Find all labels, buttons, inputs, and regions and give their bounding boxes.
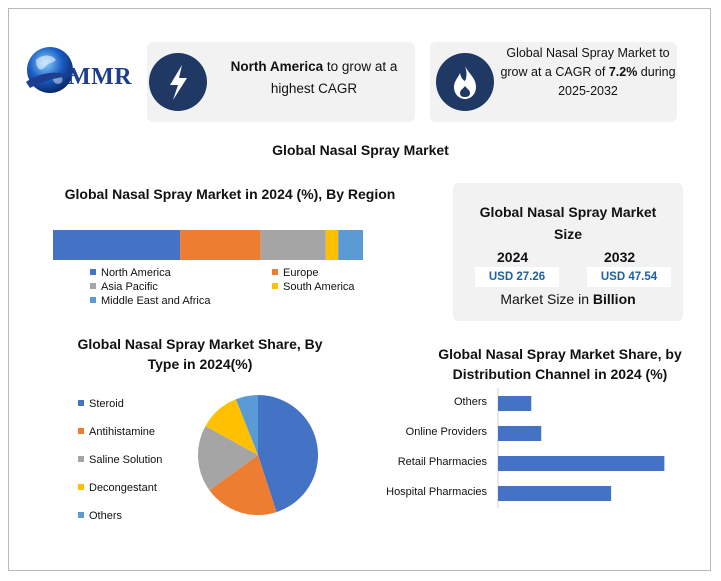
channel-label-online-providers: Online Providers	[405, 426, 487, 438]
legend-swatch	[78, 484, 84, 490]
region-legend-item-asia-pacific: Asia Pacific	[90, 281, 158, 293]
type-chart-title-line2: Type in 2024(%)	[147, 356, 253, 372]
market-size-unit-prefix: Market Size in	[500, 291, 593, 307]
page-title: Global Nasal Spray Market	[272, 142, 449, 158]
highlight-card-growth: Global Nasal Spray Market to grow at a C…	[430, 42, 677, 122]
type-legend-item-decongestant: Decongestant	[78, 482, 157, 494]
growth-line2-suffix: during	[637, 65, 676, 79]
channel-chart-title-line2: Distribution Channel in 2024 (%)	[452, 366, 668, 382]
market-size-title-line2: Size	[553, 226, 582, 242]
legend-swatch	[78, 456, 84, 462]
legend-swatch	[272, 269, 278, 275]
type-legend-item-saline-solution: Saline Solution	[78, 454, 162, 466]
legend-label: South America	[283, 281, 355, 293]
channel-bar-hospital-pharmacies	[498, 486, 612, 501]
channel-bar-retail-pharmacies	[498, 456, 665, 471]
highlight-card-cagr: North America to grow at a highest CAGR	[147, 42, 415, 122]
region-chart-title: Global Nasal Spray Market in 2024 (%), B…	[64, 186, 396, 202]
region-bar-segment-middle-east-and-africa	[338, 230, 363, 260]
channel-chart-title-line1: Global Nasal Spray Market Share, by	[438, 346, 682, 362]
globe-icon	[26, 47, 76, 93]
growth-card-text: Global Nasal Spray Market to grow at a C…	[500, 44, 676, 101]
pie-slice-antihistamine	[209, 455, 277, 515]
region-legend-item-south-america: South America	[272, 281, 355, 293]
legend-swatch	[90, 297, 96, 303]
legend-swatch	[90, 283, 96, 289]
legend-label: Others	[89, 510, 123, 522]
channel-chart-title: Global Nasal Spray Market Share, by Dist…	[415, 344, 705, 384]
legend-label: Europe	[283, 267, 319, 279]
growth-line3: 2025-2032	[558, 84, 618, 98]
market-size-title: Global Nasal Spray Market Size	[453, 201, 683, 245]
type-legend-item-antihistamine: Antihistamine	[78, 426, 155, 438]
region-bar-segment-europe	[180, 230, 261, 260]
legend-swatch	[78, 512, 84, 518]
channel-label-hospital-pharmacies: Hospital Pharmacies	[386, 486, 487, 498]
logo-text: MMR	[68, 64, 133, 90]
year-2032-label: 2032	[604, 249, 636, 265]
pie-slice-others	[235, 395, 258, 455]
channel-bar-chart	[497, 388, 665, 508]
mmr-logo: MMR	[22, 42, 134, 100]
pie-slice-decongestant	[205, 399, 258, 455]
channel-bar-online-providers	[498, 426, 542, 441]
region-bar-segment-north-america	[53, 230, 181, 260]
market-size-unit-bold: Billion	[592, 291, 636, 307]
legend-label: Asia Pacific	[101, 281, 158, 293]
flame-icon	[436, 53, 494, 111]
year-2024-label: 2024	[497, 249, 529, 265]
type-legend-item-steroid: Steroid	[78, 398, 124, 410]
legend-swatch	[272, 283, 278, 289]
legend-label: Antihistamine	[89, 426, 156, 438]
legend-label: Middle East and Africa	[101, 295, 211, 307]
legend-label: North America	[101, 267, 171, 279]
lightning-bolt-icon	[149, 53, 207, 111]
region-bar-segment-asia-pacific	[260, 230, 326, 260]
pie-slice-steroid	[258, 395, 318, 513]
legend-label: Saline Solution	[89, 454, 163, 466]
region-legend-item-north-america: North America	[90, 267, 171, 279]
market-size-title-line1: Global Nasal Spray Market	[479, 204, 657, 220]
legend-swatch	[90, 269, 96, 275]
market-size-unit: Market Size in Billion	[453, 291, 683, 307]
market-size-card: Global Nasal Spray Market Size 2024 2032…	[453, 183, 683, 321]
pie-slice-saline-solution	[198, 426, 258, 491]
type-chart-title: Global Nasal Spray Market Share, By Type…	[50, 334, 350, 374]
growth-line2-prefix: grow at a CAGR of	[500, 65, 609, 79]
channel-label-retail-pharmacies: Retail Pharmacies	[397, 456, 487, 468]
region-legend-item-middle-east-and-africa: Middle East and Africa	[90, 295, 210, 307]
legend-label: Decongestant	[89, 482, 157, 494]
infographic-frame	[8, 8, 711, 571]
market-size-2024-value: USD 27.26	[475, 267, 559, 287]
type-chart-title-line1: Global Nasal Spray Market Share, By	[77, 336, 323, 352]
highlight-text-line2: highest CAGR	[270, 81, 358, 96]
type-pie-chart	[198, 395, 318, 515]
highlight-card-text: North America to grow at a highest CAGR	[219, 56, 409, 100]
legend-swatch	[78, 400, 84, 406]
highlight-text-rest: to grow at a	[323, 59, 398, 74]
growth-cagr-value: 7.2%	[608, 65, 638, 79]
channel-bar-others	[498, 396, 532, 411]
type-legend-item-others: Others	[78, 510, 122, 522]
legend-swatch	[78, 428, 84, 434]
highlight-region: North America	[230, 59, 324, 74]
region-bar-segment-south-america	[325, 230, 339, 260]
legend-label: Steroid	[89, 398, 124, 410]
channel-label-others: Others	[453, 396, 487, 408]
region-stacked-bar-chart	[53, 230, 363, 260]
growth-line1: Global Nasal Spray Market to	[506, 46, 670, 60]
region-legend-item-europe: Europe	[272, 267, 318, 279]
market-size-2032-value: USD 47.54	[587, 267, 671, 287]
